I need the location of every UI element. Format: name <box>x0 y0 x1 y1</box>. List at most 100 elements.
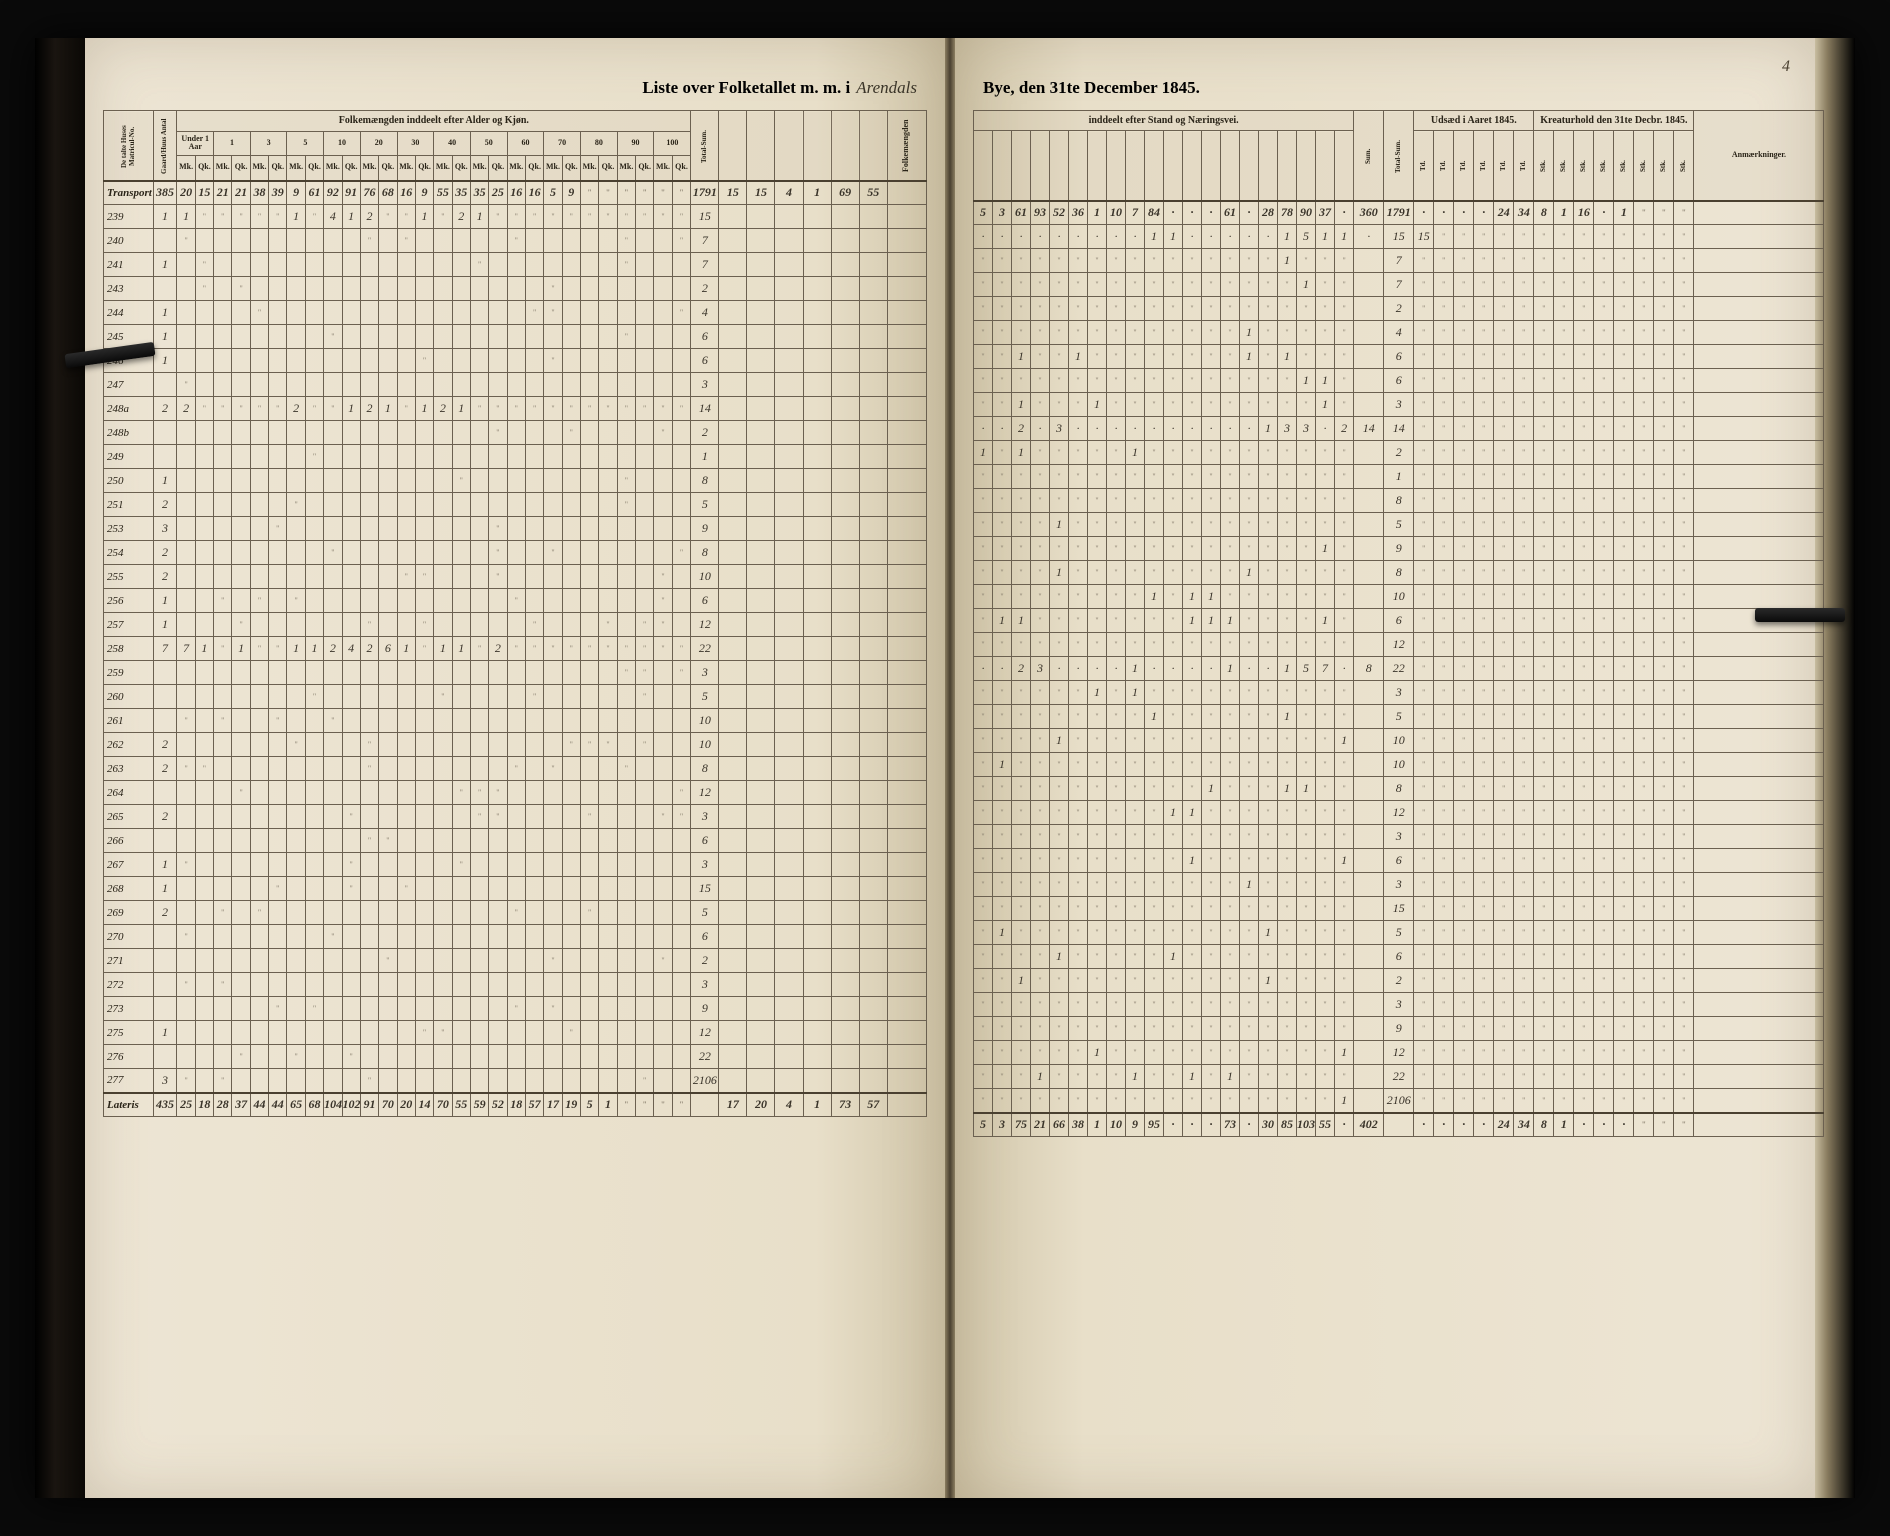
cell: 16 <box>525 181 543 205</box>
cell <box>269 661 287 685</box>
cell <box>153 373 177 397</box>
cell: " <box>1474 705 1494 729</box>
cell: 1 <box>1145 705 1164 729</box>
cell: " <box>1614 513 1634 537</box>
cell <box>1354 897 1384 921</box>
cell: 4 <box>324 205 342 229</box>
cell <box>887 205 926 229</box>
cell <box>580 421 598 445</box>
cell <box>544 613 562 637</box>
cell: " <box>1494 681 1514 705</box>
cell: " <box>1594 321 1614 345</box>
table-row: 272""3 <box>104 973 927 997</box>
cell <box>747 685 775 709</box>
row-sum: 3 <box>691 661 719 685</box>
cell: " <box>1259 825 1278 849</box>
cell: " <box>562 421 580 445</box>
stand-col <box>1069 131 1088 201</box>
cell: " <box>1221 825 1240 849</box>
cell <box>452 253 470 277</box>
cell <box>1354 801 1384 825</box>
cell: " <box>1654 489 1674 513</box>
cell <box>415 901 433 925</box>
cell: " <box>1031 609 1050 633</box>
cell <box>887 301 926 325</box>
cell <box>305 493 323 517</box>
cell <box>775 901 803 925</box>
row-sum: 6 <box>691 325 719 349</box>
cell: " <box>1335 297 1354 321</box>
cell <box>153 277 177 301</box>
cell <box>195 469 213 493</box>
cell: " <box>1202 681 1221 705</box>
cell <box>859 277 887 301</box>
cell: " <box>1514 825 1534 849</box>
cell <box>415 925 433 949</box>
cell <box>747 589 775 613</box>
cell <box>654 1021 672 1045</box>
cell <box>342 325 360 349</box>
cell: " <box>1259 1017 1278 1041</box>
cell: " <box>1183 945 1202 969</box>
cell: " <box>1494 921 1514 945</box>
cell: " <box>1514 849 1534 873</box>
cell <box>654 925 672 949</box>
cell: " <box>177 709 195 733</box>
cell <box>452 589 470 613</box>
cell: · <box>1434 1113 1454 1137</box>
cell: 1 <box>1088 393 1107 417</box>
cell: " <box>1534 249 1554 273</box>
cell <box>324 421 342 445</box>
cell: " <box>1594 297 1614 321</box>
cell: " <box>470 397 488 421</box>
cell <box>269 349 287 373</box>
cell <box>803 349 831 373</box>
cell: 57 <box>525 1093 543 1117</box>
cell <box>452 517 470 541</box>
cell: 15 <box>747 181 775 205</box>
sex-col: Mk. <box>580 156 598 181</box>
cell: 1 <box>1031 1065 1050 1089</box>
cell: " <box>1145 873 1164 897</box>
cell <box>525 253 543 277</box>
cell <box>153 973 177 997</box>
cell: " <box>1088 897 1107 921</box>
row-sum: 5 <box>691 901 719 925</box>
cell <box>415 805 433 829</box>
cell: " <box>1434 777 1454 801</box>
cell: " <box>1454 585 1474 609</box>
title-suffix: Bye, den 31te December 1845. <box>983 78 1200 98</box>
cell <box>775 277 803 301</box>
cell: " <box>1088 969 1107 993</box>
cell: " <box>1494 849 1514 873</box>
cell: " <box>1088 801 1107 825</box>
cell <box>747 493 775 517</box>
cell <box>324 685 342 709</box>
cell: " <box>1050 633 1069 657</box>
cell <box>287 829 305 853</box>
cell: " <box>1554 777 1574 801</box>
row-sum: 12 <box>1384 1041 1414 1065</box>
cell: " <box>1031 393 1050 417</box>
cell <box>470 613 488 637</box>
cell <box>831 661 859 685</box>
census-table-right: inddeelt efter Stand og Næringsvei.Sum.T… <box>973 110 1824 1137</box>
cell: 1 <box>305 637 323 661</box>
cell: " <box>993 489 1012 513</box>
cell: " <box>1012 777 1031 801</box>
cell <box>803 1021 831 1045</box>
cell <box>214 733 232 757</box>
cell <box>269 229 287 253</box>
cell: " <box>617 637 635 661</box>
cell <box>195 493 213 517</box>
cell: " <box>1494 873 1514 897</box>
cell: " <box>1414 993 1434 1017</box>
cell <box>1354 513 1384 537</box>
cell <box>719 397 747 421</box>
cell: " <box>1297 945 1316 969</box>
cell: " <box>1514 513 1534 537</box>
row-sum: 14 <box>691 397 719 421</box>
cell: " <box>1050 369 1069 393</box>
stand-col <box>1088 131 1107 201</box>
cell: " <box>544 949 562 973</box>
